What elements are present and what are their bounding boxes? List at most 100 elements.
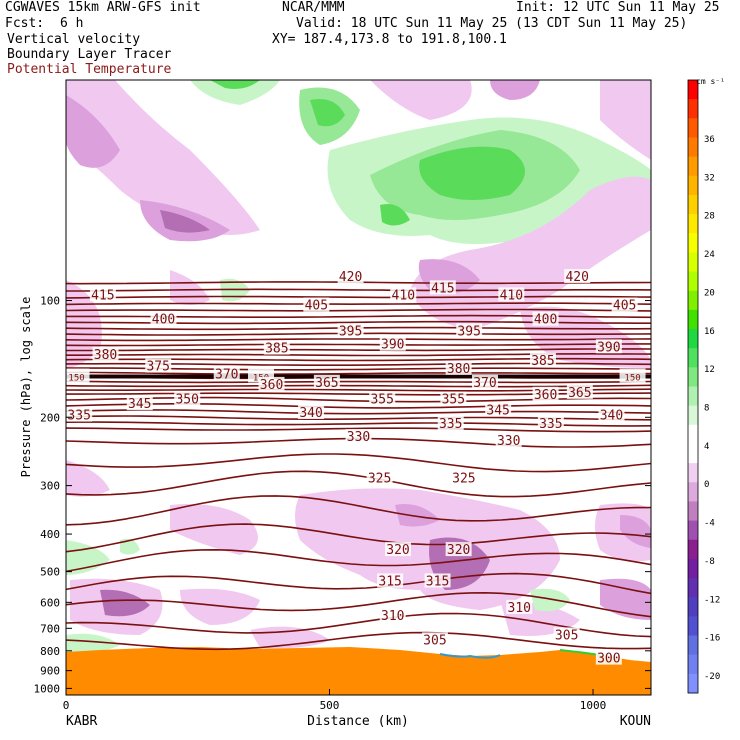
colorbar-swatch — [688, 501, 698, 521]
model-title: CGWAVES 15km ARW-GFS init — [5, 0, 201, 15]
theta-label: 340 — [299, 406, 322, 421]
theta-isentrope — [66, 427, 651, 433]
field-label-tracer: Boundary Layer Tracer — [7, 47, 172, 62]
y-tick-label: 500 — [40, 566, 60, 579]
theta-label-bg — [66, 368, 90, 383]
colorbar-label: -4 — [704, 519, 715, 529]
colorbar-swatch — [688, 233, 698, 253]
y-tick-label: 1000 — [34, 682, 61, 695]
colorbar-swatch — [688, 386, 698, 407]
colorbar-swatch — [688, 558, 698, 579]
theta-label: 395 — [339, 324, 362, 339]
neg-velocity-area — [620, 515, 651, 548]
theta-label-bg — [564, 269, 591, 284]
plot-frame — [65, 79, 652, 696]
forecast-label: Fcst: — [5, 16, 45, 31]
theta-label: 370 — [215, 367, 238, 382]
neg-velocity-area — [600, 578, 651, 620]
colorbar-swatch — [688, 654, 698, 675]
theta-isentrope — [66, 371, 651, 375]
theta-label-bg — [440, 391, 467, 406]
theta-label: 325 — [452, 472, 475, 487]
theta-isentrope — [66, 523, 651, 553]
colorbar-swatch — [688, 156, 698, 177]
theta-isentrope — [66, 302, 651, 306]
theta-label-bg — [471, 374, 498, 389]
theta-label-bg — [429, 280, 456, 295]
colorbar-swatch — [688, 80, 698, 100]
theta-label-bg — [337, 269, 364, 284]
colorbar: 36 32 28 24 20 16 12 8 4 0 -4 -8 -12 -16 -20 — [687, 79, 720, 694]
colorbar-unit: cm s⁻¹ — [696, 77, 725, 86]
init-time: Init: 12 UTC Sun 11 May 25 — [516, 0, 720, 15]
theta-label: 315 — [426, 574, 449, 589]
colorbar-swatch — [688, 348, 698, 368]
theta-isentrope — [66, 343, 651, 347]
neg-velocity-area — [180, 588, 260, 625]
theta-label: 355 — [370, 393, 393, 408]
theta-label-bg — [485, 402, 512, 417]
colorbar-label: 36 — [704, 135, 715, 145]
colorbar-label: -16 — [704, 634, 720, 644]
theta-label-bg — [553, 627, 580, 642]
theta-label-bg — [377, 573, 404, 588]
neg-velocity-area — [66, 460, 110, 497]
neg-velocity-area — [170, 504, 258, 555]
theta-label-bg — [263, 340, 290, 355]
theta-isentrope — [66, 295, 651, 299]
neg-velocity-area — [66, 95, 120, 168]
xy-coordinates: XY= 187.4,173.8 to 191.8,100.1 — [272, 32, 507, 47]
x-axis-title: Distance (km) — [307, 714, 409, 729]
theta-label-bg — [456, 323, 483, 338]
theta-label-bg — [150, 311, 177, 326]
theta-label: 365 — [315, 376, 338, 391]
theta-isentrope — [66, 308, 651, 312]
pos-velocity-area — [66, 633, 120, 653]
org-label: NCAR/MMM — [282, 0, 345, 15]
theta-label: 150 — [624, 374, 640, 384]
theta-label-bg — [126, 396, 153, 411]
theta-label-bg — [532, 311, 559, 326]
colorbar-label: 12 — [704, 365, 715, 375]
field-label-theta: Potential Temperature — [7, 62, 172, 77]
theta-label-bg — [450, 470, 477, 485]
theta-label: 380 — [94, 348, 117, 363]
y-tick-label: 800 — [40, 645, 60, 658]
theta-isentrope — [66, 396, 651, 403]
neg-velocity-area — [100, 589, 150, 617]
colorbar-label: 8 — [704, 404, 709, 414]
theta-label-bg — [532, 386, 559, 401]
colorbar-label: 0 — [704, 480, 709, 490]
theta-label-bg — [298, 405, 325, 420]
theta-label-bg — [437, 415, 464, 430]
colorbar-swatch — [688, 309, 698, 330]
theta-label: 410 — [392, 288, 415, 303]
colorbar-label: 16 — [704, 327, 715, 337]
colorbar-swatch — [688, 616, 698, 636]
colorbar-label: 4 — [704, 442, 709, 452]
y-tick-label: 100 — [40, 295, 60, 308]
theta-label: 390 — [597, 340, 620, 355]
neg-velocity-area — [395, 504, 440, 527]
valid-time: Valid: 18 UTC Sun 11 May 25 (13 CDT Sun … — [296, 16, 688, 31]
theta-isentrope — [66, 548, 651, 573]
neg-velocity-area — [370, 80, 472, 120]
y-tick-label: 600 — [40, 596, 60, 609]
colorbar-swatch — [688, 137, 698, 158]
theta-label-bg — [379, 336, 406, 351]
theta-label: 320 — [386, 543, 409, 558]
colorbar-swatch — [688, 194, 698, 215]
colorbar-frame — [687, 79, 699, 694]
colorbar-label: -12 — [704, 595, 720, 605]
theta-label: 345 — [128, 397, 151, 412]
theta-label: 415 — [91, 288, 114, 303]
x-tick-label: 500 — [320, 699, 340, 712]
y-tick-label: 200 — [40, 411, 60, 424]
theta-isentrope — [66, 288, 651, 292]
theta-label: 350 — [175, 393, 198, 408]
theta-label-bg — [145, 358, 172, 373]
colorbar-swatch — [688, 578, 698, 598]
neg-velocity-area — [66, 80, 260, 235]
pos-velocity-area — [310, 99, 345, 127]
